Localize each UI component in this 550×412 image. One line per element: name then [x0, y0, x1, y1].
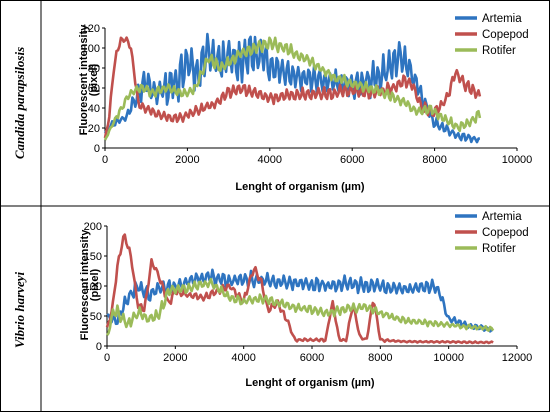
chart-1-ylabel: Fluorescent intensity [78, 24, 90, 136]
x-tick-label: 6000 [300, 352, 324, 364]
x-tick-label: 2000 [175, 154, 199, 166]
y-tick-label: 20 [88, 123, 100, 135]
legend-label-copepod: Copepod [482, 227, 529, 239]
x-tick-label: 8000 [422, 154, 446, 166]
legend-label-artemia: Artemia [482, 13, 522, 25]
legend-label-rotifer: Rotifer [482, 243, 516, 255]
panel-1-side-label: Candida parapsilosis [12, 47, 27, 159]
y-tick-label: 200 [84, 221, 102, 233]
x-tick-label: 2000 [163, 352, 187, 364]
series-line-copepod [103, 36, 482, 139]
series-line-rotifer [105, 277, 495, 337]
chart-2-legend: Artemia Copepod Rotifer [455, 211, 529, 255]
y-tick-label: 0 [94, 143, 100, 155]
y-tick-label: 40 [88, 103, 100, 115]
series-line-copepod [105, 233, 494, 345]
legend-label-artemia: Artemia [482, 211, 522, 223]
y-tick-label: 100 [82, 43, 100, 55]
x-tick-label: 4000 [231, 352, 255, 364]
legend-label-copepod: Copepod [482, 29, 529, 41]
series-line-rotifer [103, 36, 482, 141]
y-tick-label: 120 [82, 23, 100, 35]
chart-vibrio: Fluorescent intensity (pixel) 0 50 100 150 2… [79, 211, 532, 389]
panel-2-side-label: Vibrio harveyi [12, 272, 27, 349]
chart-candida: Fluorescent intensity (pixel) 0 20 40 60 80 1… [78, 13, 532, 193]
x-tick-label: 4000 [258, 154, 282, 166]
chart-2-ylabel: Fluorescent intensity [79, 229, 91, 341]
x-tick-label: 10000 [502, 154, 533, 166]
y-tick-label: 50 [90, 311, 102, 323]
y-tick-label: 0 [96, 341, 102, 353]
y-tick-label: 100 [84, 281, 102, 293]
y-tick-label: 150 [84, 251, 102, 263]
y-tick-label: 60 [88, 83, 100, 95]
chart-1-legend: Artemia Copepod Rotifer [455, 13, 529, 57]
x-tick-label: 0 [102, 154, 108, 166]
chart-1-ylabel-line2: (pixel) [88, 63, 100, 96]
x-tick-label: 12000 [502, 352, 533, 364]
series-line-artemia [103, 32, 480, 144]
legend-label-rotifer: Rotifer [482, 45, 516, 57]
x-tick-label: 10000 [433, 352, 464, 364]
y-tick-label: 80 [88, 63, 100, 75]
chart-2-xlabel: Lenght of organism (µm) [245, 377, 375, 389]
chart-1-plot-area: 0 20 40 60 80 100 120 0 2000 4000 6000 8000 10000 [82, 23, 533, 166]
x-tick-label: 6000 [340, 154, 364, 166]
chart-2-ylabel-line2: (pixel) [89, 268, 101, 301]
chart-1-xlabel: Lenght of organism (µm) [235, 181, 365, 193]
x-tick-label: 8000 [368, 352, 392, 364]
x-tick-label: 0 [104, 352, 110, 364]
